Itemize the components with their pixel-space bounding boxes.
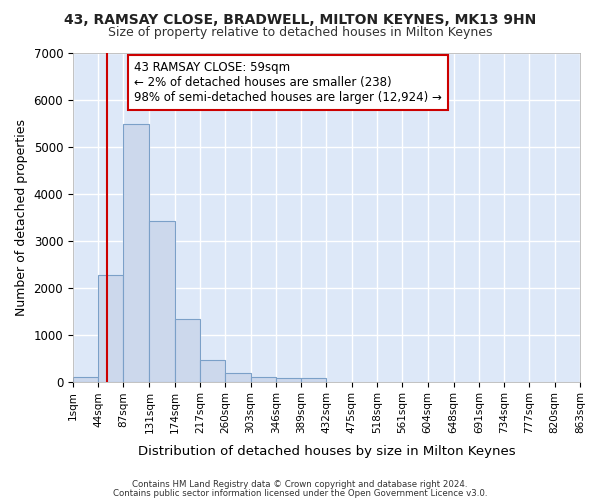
Bar bbox=[149, 221, 175, 382]
Bar bbox=[175, 319, 200, 382]
Bar bbox=[251, 376, 276, 382]
Bar bbox=[73, 377, 98, 382]
X-axis label: Distribution of detached houses by size in Milton Keynes: Distribution of detached houses by size … bbox=[137, 444, 515, 458]
Bar bbox=[301, 378, 326, 382]
Bar bbox=[98, 275, 124, 382]
Bar bbox=[124, 124, 149, 382]
Text: Size of property relative to detached houses in Milton Keynes: Size of property relative to detached ho… bbox=[108, 26, 492, 39]
Bar bbox=[276, 378, 301, 382]
Bar bbox=[225, 374, 251, 382]
Text: 43 RAMSAY CLOSE: 59sqm
← 2% of detached houses are smaller (238)
98% of semi-det: 43 RAMSAY CLOSE: 59sqm ← 2% of detached … bbox=[134, 60, 442, 104]
Y-axis label: Number of detached properties: Number of detached properties bbox=[15, 118, 28, 316]
Bar bbox=[200, 360, 225, 382]
Text: Contains HM Land Registry data © Crown copyright and database right 2024.: Contains HM Land Registry data © Crown c… bbox=[132, 480, 468, 489]
Text: Contains public sector information licensed under the Open Government Licence v3: Contains public sector information licen… bbox=[113, 488, 487, 498]
Text: 43, RAMSAY CLOSE, BRADWELL, MILTON KEYNES, MK13 9HN: 43, RAMSAY CLOSE, BRADWELL, MILTON KEYNE… bbox=[64, 12, 536, 26]
